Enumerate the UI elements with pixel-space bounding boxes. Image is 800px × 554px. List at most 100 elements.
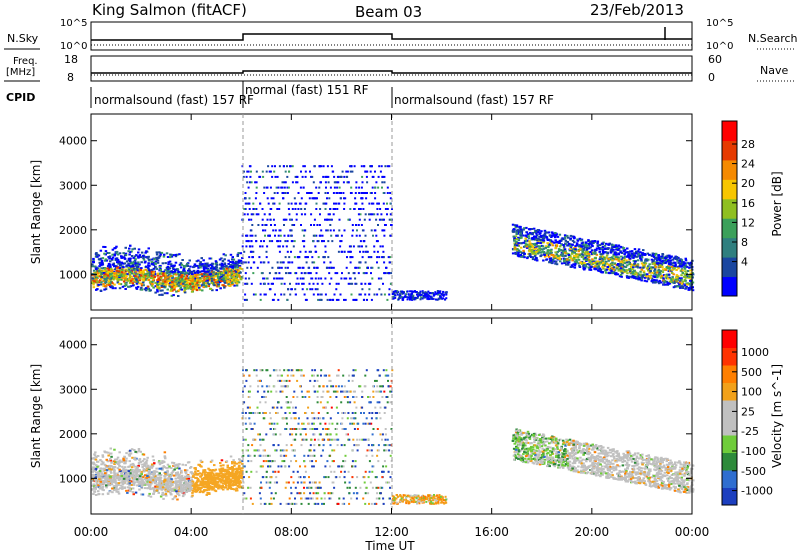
echo-cell [189, 285, 192, 288]
echo-cell [376, 256, 379, 259]
echo-cell [623, 249, 627, 251]
echo-cell [402, 292, 405, 295]
echo-cell [104, 258, 108, 261]
echo-cell [236, 481, 239, 484]
echo-cell [527, 237, 531, 240]
echo-cell [284, 256, 287, 259]
echo-cell [316, 224, 319, 226]
echo-cell [124, 278, 127, 281]
echo-cell [238, 467, 241, 470]
echo-cell [243, 208, 246, 210]
echo-cell [530, 244, 533, 247]
echo-cell [96, 460, 99, 463]
echo-cell [556, 257, 559, 260]
echo-cell [146, 269, 149, 272]
echo-cell [111, 253, 114, 256]
echo-cell [205, 278, 209, 281]
echo-cell [355, 282, 358, 285]
echo-cell [170, 487, 173, 490]
ytick-label-4000: 4000 [59, 135, 87, 148]
echo-cell [363, 218, 366, 221]
echo-cell [631, 272, 634, 274]
echo-cell [119, 270, 123, 273]
echo-cell [619, 267, 623, 270]
echo-cell [534, 258, 537, 261]
echo-cell [186, 287, 189, 289]
echo-cell [329, 186, 332, 189]
echo-cell [683, 266, 686, 269]
echo-cell [347, 250, 350, 253]
echo-cell [311, 288, 314, 291]
echo-cell [294, 208, 297, 210]
echo-cell [405, 296, 408, 298]
echo-cell [650, 258, 654, 261]
echo-cell [633, 262, 636, 265]
echo-cell [361, 256, 364, 259]
echo-cell [237, 270, 240, 273]
echo-cell [585, 248, 589, 251]
echo-cell [137, 261, 140, 264]
echo-cell [249, 250, 252, 253]
echo-cell [381, 181, 384, 184]
echo-cell [619, 264, 623, 267]
echo-cell [232, 279, 236, 282]
echo-cell [295, 175, 298, 178]
echo-cell [133, 456, 137, 459]
echo-cell [96, 280, 99, 283]
echo-cell [565, 260, 569, 263]
echo-cell [169, 476, 172, 479]
echo-cell [218, 258, 222, 261]
echo-cell [188, 281, 192, 284]
echo-cell [187, 277, 191, 280]
echo-cell [598, 250, 601, 253]
echo-cell [227, 283, 230, 286]
echo-cell [672, 273, 675, 276]
echo-cell [581, 250, 584, 253]
echo-cell [196, 281, 199, 284]
echo-cell [343, 208, 346, 210]
echo-cell [174, 255, 178, 258]
echo-cell [418, 294, 421, 296]
echo-cell [531, 256, 534, 259]
echo-cell [206, 485, 210, 488]
echo-cell [120, 256, 124, 259]
echo-cell [529, 253, 532, 256]
echo-cell [316, 282, 319, 285]
echo-cell [182, 275, 185, 278]
echo-cell [205, 265, 209, 268]
echo-cell [679, 258, 682, 261]
echo-cell [680, 265, 683, 268]
echo-cell [210, 277, 214, 280]
echo-cell [513, 242, 516, 245]
echo-cell [286, 175, 289, 178]
echo-cell [152, 263, 155, 266]
echo-cell [142, 274, 146, 277]
echo-cell [328, 197, 331, 200]
echo-cell [598, 261, 602, 264]
echo-cell [634, 265, 638, 268]
echo-cell [272, 282, 274, 285]
echo-cell [674, 263, 677, 266]
echo-cell [223, 281, 227, 284]
echo-cell [152, 277, 156, 280]
echo-cell [297, 282, 300, 285]
echo-cell [144, 273, 147, 276]
echo-cell [148, 271, 152, 274]
echo-cell [226, 464, 229, 467]
echo-cell [625, 259, 628, 262]
echo-cell [395, 291, 398, 294]
echo-cell [281, 181, 284, 184]
echo-cell [115, 245, 118, 248]
echo-cell [230, 282, 234, 284]
echo-cell [352, 272, 355, 275]
echo-cell [685, 265, 689, 268]
echo-cell [200, 270, 204, 273]
echo-cell [550, 258, 554, 261]
echo-cell [320, 277, 323, 280]
echo-cell [640, 258, 643, 261]
echo-cell [434, 291, 437, 294]
echo-cell [122, 467, 125, 470]
echo-cell [291, 261, 294, 264]
echo-cell [347, 218, 350, 221]
echo-cell [674, 285, 677, 288]
